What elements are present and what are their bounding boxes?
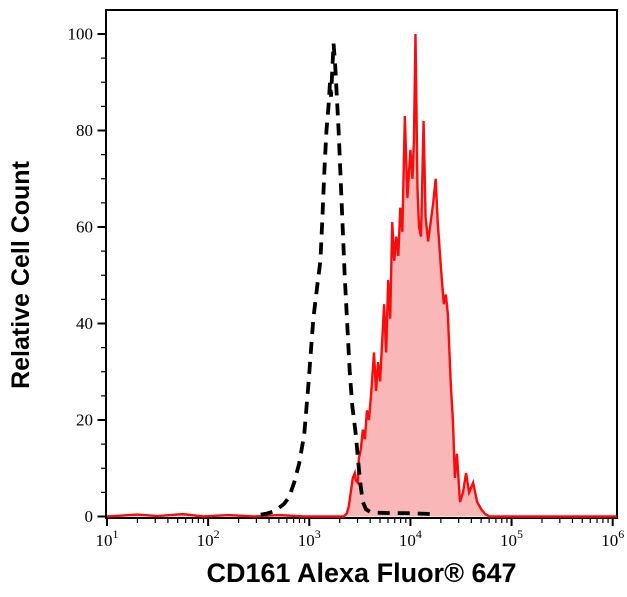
svg-text:102: 102 bbox=[197, 527, 220, 550]
svg-text:105: 105 bbox=[500, 527, 523, 550]
cd161-alexa-fluor-647-stained-curve bbox=[106, 33, 617, 518]
svg-text:20: 20 bbox=[76, 411, 93, 430]
svg-text:106: 106 bbox=[601, 527, 624, 550]
svg-text:100: 100 bbox=[68, 25, 94, 44]
x-axis: 101 102 103 104 105 106 bbox=[96, 518, 624, 550]
svg-text:40: 40 bbox=[76, 314, 93, 333]
svg-text:103: 103 bbox=[298, 527, 321, 550]
svg-text:0: 0 bbox=[85, 507, 94, 526]
x-axis-title: CD161 Alexa Fluor® 647 bbox=[206, 558, 517, 588]
svg-text:104: 104 bbox=[399, 527, 422, 550]
y-axis-title: Relative Cell Count bbox=[7, 161, 35, 389]
svg-text:80: 80 bbox=[76, 121, 93, 140]
y-axis: 0 20 40 60 80 100 bbox=[68, 25, 106, 526]
svg-text:101: 101 bbox=[96, 527, 119, 550]
svg-text:60: 60 bbox=[76, 218, 93, 237]
isotype-control-unstained-curve bbox=[260, 43, 433, 517]
plot-frame bbox=[105, 9, 618, 519]
